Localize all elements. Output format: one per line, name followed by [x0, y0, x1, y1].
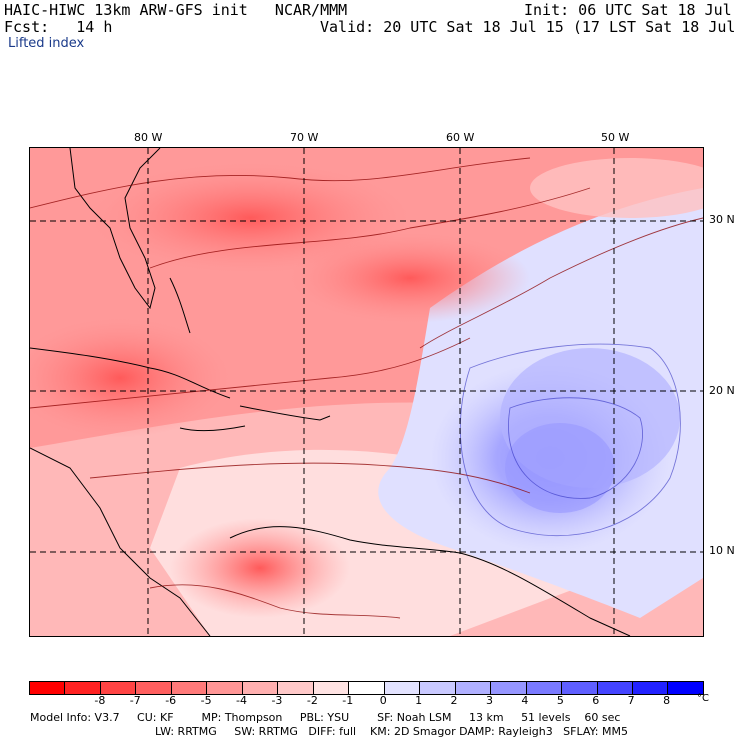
header-title: HAIC-HIWC 13km ARW-GFS init NCAR/MMM: [4, 1, 348, 19]
header-init-time: Init: 06 UTC Sat 18 Jul 15: [524, 1, 740, 19]
color-swatch: [668, 682, 703, 694]
color-swatch: [384, 682, 421, 694]
color-swatch: [562, 682, 598, 694]
color-legend-tick: 0: [379, 694, 387, 707]
field-stable-max: [505, 423, 615, 513]
color-swatch: [100, 682, 137, 694]
coast-central-america: [30, 447, 211, 636]
color-legend-tick: -7: [129, 694, 141, 707]
color-swatch: [455, 682, 492, 694]
field-unstable-central: [290, 233, 530, 323]
color-legend-unit: °C: [697, 693, 709, 704]
coast-hispaniola: [239, 405, 331, 421]
color-swatch: [349, 682, 385, 694]
color-legend-ticks: -8 -7 -6 -5 -4 -3 -2 -1 0 1 2 3 4 5 6 7 8: [29, 694, 702, 708]
contour-stable-inner: [508, 397, 643, 499]
lon-label-70w: 70 W: [290, 131, 319, 144]
model-info-line1: Model Info: V3.7 CU: KF MP: Thompson PBL…: [30, 711, 621, 724]
color-legend-tick: -4: [236, 694, 247, 707]
color-swatch: [597, 682, 633, 694]
color-legend-tick: -2: [306, 694, 318, 707]
color-legend-tick: -8: [94, 694, 106, 707]
coast-florida-gulf: [69, 148, 161, 310]
color-legend-tick: 8: [663, 694, 671, 707]
color-swatch: [313, 682, 350, 694]
contour-a: [30, 157, 531, 209]
color-legend-tick: -1: [342, 694, 354, 707]
graticule: [30, 148, 703, 636]
color-legend-tick: -5: [200, 694, 212, 707]
lon-label-60w: 60 W: [446, 131, 475, 144]
coast-bahamas: [169, 277, 191, 334]
field-unstable-west: [30, 318, 230, 438]
coast-south-america: [229, 526, 631, 636]
lat-label-10n: 10 N: [709, 544, 735, 557]
coastlines: [30, 148, 631, 636]
coast-cuba: [30, 347, 231, 399]
contour-stable-outer: [459, 343, 681, 537]
contour-e: [419, 217, 703, 349]
model-info-line2: LW: RRTMG SW: RRTMG DIFF: full KM: 2D Sm…: [155, 725, 628, 738]
color-swatch: [278, 682, 314, 694]
color-swatch: [242, 682, 279, 694]
field-unstable-northeast: [530, 158, 703, 218]
lon-label-50w: 50 W: [601, 131, 630, 144]
lifted-index-map: [29, 147, 704, 637]
color-swatch: [171, 682, 208, 694]
lat-label-30n: 30 N: [709, 213, 735, 226]
color-swatch: [136, 682, 172, 694]
color-swatch: [632, 682, 669, 694]
color-swatch: [65, 682, 101, 694]
color-legend-tick: 1: [415, 694, 423, 707]
header-valid-time: Valid: 20 UTC Sat 18 Jul 15 (17 LST Sat …: [320, 18, 740, 36]
contour-f: [149, 584, 401, 619]
map-canvas: [30, 148, 703, 636]
color-legend-tick: 7: [627, 694, 635, 707]
color-legend-tick: -6: [165, 694, 177, 707]
color-swatch: [207, 682, 243, 694]
color-legend-tick: 4: [521, 694, 529, 707]
color-legend-bar: [29, 681, 704, 695]
coast-jamaica: [179, 425, 246, 432]
color-swatch: [420, 682, 456, 694]
contour-lines-stable: [459, 343, 681, 537]
contour-d: [89, 462, 531, 494]
contour-c: [30, 337, 471, 409]
lat-label-20n: 20 N: [709, 384, 735, 397]
color-swatch: [30, 682, 66, 694]
field-name: Lifted index: [8, 36, 85, 51]
contour-lines: [30, 157, 703, 619]
contour-b: [149, 187, 591, 269]
color-legend-tick: 5: [556, 694, 564, 707]
color-legend-tick: 6: [592, 694, 600, 707]
color-legend-tick: 2: [450, 694, 458, 707]
color-legend-tick: 3: [485, 694, 493, 707]
color-swatch: [491, 682, 527, 694]
lon-label-80w: 80 W: [134, 131, 163, 144]
color-legend-tick: -3: [271, 694, 283, 707]
field-unstable-south: [170, 518, 350, 618]
color-swatch: [526, 682, 563, 694]
header-forecast-hour: Fcst: 14 h: [4, 18, 113, 36]
